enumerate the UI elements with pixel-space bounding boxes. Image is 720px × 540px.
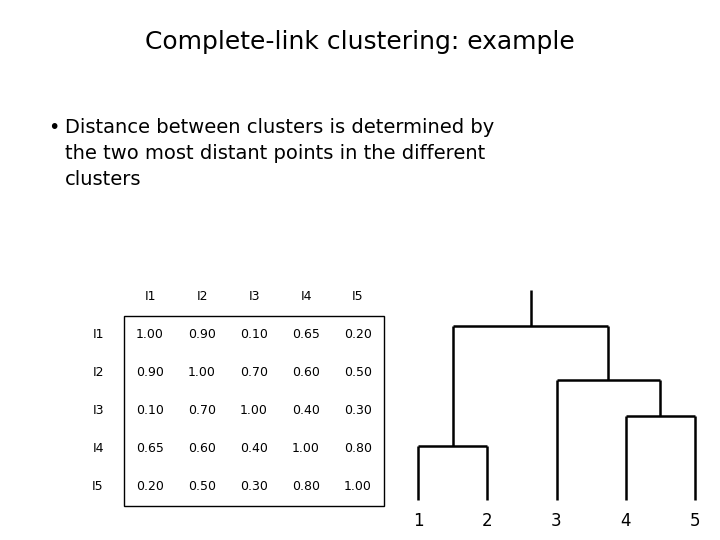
- Text: 1: 1: [413, 512, 423, 530]
- Text: 0.40: 0.40: [240, 442, 268, 456]
- Text: 0.20: 0.20: [136, 481, 164, 494]
- Text: I3: I3: [92, 404, 104, 417]
- Text: 0.70: 0.70: [188, 404, 216, 417]
- Text: 0.30: 0.30: [240, 481, 268, 494]
- Text: 3: 3: [552, 512, 562, 530]
- Text: I1: I1: [144, 291, 156, 303]
- Text: 0.90: 0.90: [188, 328, 216, 341]
- Text: Distance between clusters is determined by: Distance between clusters is determined …: [65, 118, 494, 137]
- Text: the two most distant points in the different: the two most distant points in the diffe…: [65, 144, 485, 163]
- Text: 0.80: 0.80: [344, 442, 372, 456]
- Bar: [124, 316, 384, 506]
- Text: 0.65: 0.65: [292, 328, 320, 341]
- Text: I4: I4: [300, 291, 312, 303]
- Text: 1.00: 1.00: [240, 404, 268, 417]
- Text: 0.10: 0.10: [240, 328, 268, 341]
- Text: 0.30: 0.30: [344, 404, 372, 417]
- Text: I4: I4: [92, 442, 104, 456]
- Text: I3: I3: [248, 291, 260, 303]
- Text: 0.90: 0.90: [136, 367, 164, 380]
- Text: 1.00: 1.00: [344, 481, 372, 494]
- Text: 5: 5: [690, 512, 701, 530]
- Text: 0.60: 0.60: [188, 442, 216, 456]
- Text: 1.00: 1.00: [136, 328, 164, 341]
- Text: 4: 4: [621, 512, 631, 530]
- Text: 0.50: 0.50: [344, 367, 372, 380]
- Text: 1.00: 1.00: [292, 442, 320, 456]
- Text: I5: I5: [352, 291, 364, 303]
- Text: 2: 2: [482, 512, 492, 530]
- Text: 0.60: 0.60: [292, 367, 320, 380]
- Text: clusters: clusters: [65, 170, 142, 189]
- Text: 1.00: 1.00: [188, 367, 216, 380]
- Text: 0.40: 0.40: [292, 404, 320, 417]
- Text: I2: I2: [197, 291, 208, 303]
- Text: 0.20: 0.20: [344, 328, 372, 341]
- Text: 0.65: 0.65: [136, 442, 164, 456]
- Text: 0.80: 0.80: [292, 481, 320, 494]
- Text: I2: I2: [92, 367, 104, 380]
- Text: Complete-link clustering: example: Complete-link clustering: example: [145, 30, 575, 54]
- Text: I5: I5: [92, 481, 104, 494]
- Text: I1: I1: [92, 328, 104, 341]
- Text: 0.70: 0.70: [240, 367, 268, 380]
- Text: 0.50: 0.50: [188, 481, 216, 494]
- Text: •: •: [48, 118, 59, 137]
- Text: 0.10: 0.10: [136, 404, 164, 417]
